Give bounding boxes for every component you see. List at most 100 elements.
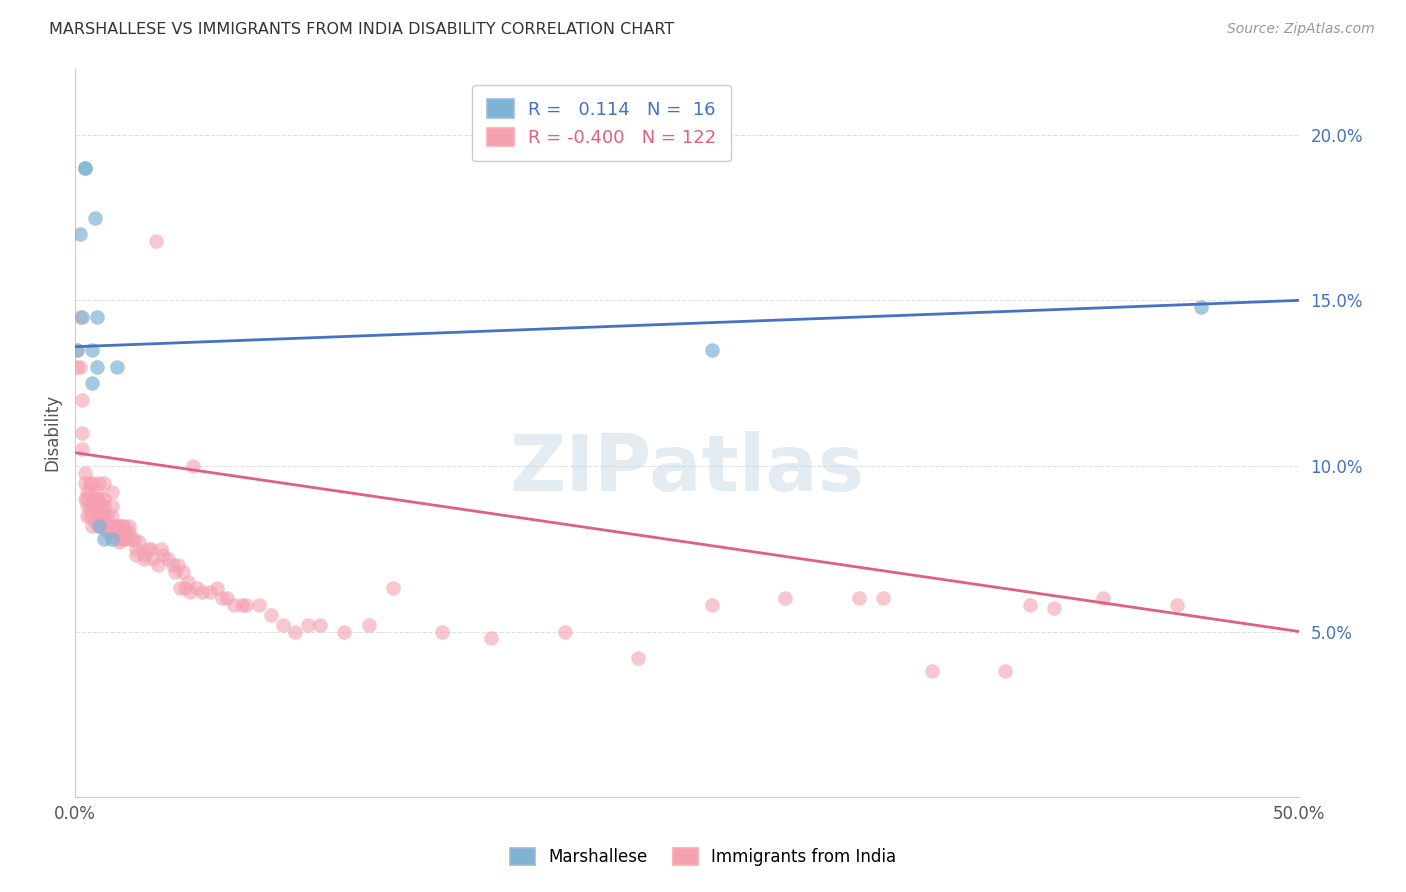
- Point: [91, 499, 114, 513]
- Point: [69, 227, 91, 241]
- Point: [333, 624, 356, 639]
- Point: [700, 598, 723, 612]
- Point: [82, 343, 104, 357]
- Point: [138, 541, 160, 556]
- Point: [86, 491, 108, 506]
- Point: [82, 518, 104, 533]
- Point: [773, 591, 796, 606]
- Point: [72, 442, 94, 457]
- Point: [76, 508, 98, 523]
- Point: [120, 532, 142, 546]
- Point: [66, 343, 89, 357]
- Point: [93, 491, 115, 506]
- Point: [1166, 598, 1188, 612]
- Y-axis label: Disability: Disability: [44, 394, 60, 471]
- Point: [112, 525, 135, 540]
- Point: [79, 499, 101, 513]
- Point: [176, 574, 198, 589]
- Point: [86, 359, 108, 374]
- Point: [96, 518, 118, 533]
- Point: [89, 518, 111, 533]
- Point: [82, 376, 104, 391]
- Point: [284, 624, 307, 639]
- Point: [69, 310, 91, 324]
- Point: [72, 392, 94, 407]
- Point: [357, 618, 380, 632]
- Point: [89, 491, 111, 506]
- Point: [142, 551, 165, 566]
- Point: [76, 485, 98, 500]
- Point: [89, 508, 111, 523]
- Point: [100, 485, 122, 500]
- Point: [1092, 591, 1115, 606]
- Point: [89, 518, 111, 533]
- Point: [105, 532, 128, 546]
- Point: [432, 624, 454, 639]
- Point: [247, 598, 270, 612]
- Point: [128, 535, 150, 549]
- Point: [271, 618, 294, 632]
- Point: [231, 598, 253, 612]
- Point: [82, 499, 104, 513]
- Point: [83, 499, 105, 513]
- Point: [89, 475, 111, 490]
- Point: [122, 532, 145, 546]
- Point: [89, 499, 111, 513]
- Point: [96, 525, 118, 540]
- Text: MARSHALLESE VS IMMIGRANTS FROM INDIA DISABILITY CORRELATION CHART: MARSHALLESE VS IMMIGRANTS FROM INDIA DIS…: [49, 22, 675, 37]
- Text: Source: ZipAtlas.com: Source: ZipAtlas.com: [1227, 22, 1375, 37]
- Point: [73, 466, 96, 480]
- Point: [872, 591, 894, 606]
- Point: [110, 532, 132, 546]
- Point: [73, 475, 96, 490]
- Point: [186, 582, 208, 596]
- Point: [479, 631, 502, 645]
- Point: [76, 499, 98, 513]
- Point: [96, 508, 118, 523]
- Point: [152, 549, 174, 563]
- Point: [105, 359, 128, 374]
- Point: [105, 518, 128, 533]
- Legend: Marshallese, Immigrants from India: Marshallese, Immigrants from India: [503, 841, 903, 873]
- Point: [83, 211, 105, 225]
- Point: [69, 359, 91, 374]
- Point: [79, 485, 101, 500]
- Point: [162, 558, 184, 573]
- Point: [148, 558, 170, 573]
- Point: [91, 508, 114, 523]
- Point: [82, 508, 104, 523]
- Point: [215, 591, 238, 606]
- Point: [1043, 601, 1066, 615]
- Point: [93, 532, 115, 546]
- Point: [66, 343, 89, 357]
- Point: [100, 532, 122, 546]
- Point: [165, 565, 187, 579]
- Point: [82, 475, 104, 490]
- Point: [86, 508, 108, 523]
- Text: ZIPatlas: ZIPatlas: [509, 431, 865, 508]
- Point: [297, 618, 319, 632]
- Point: [108, 535, 131, 549]
- Point: [139, 541, 162, 556]
- Point: [181, 458, 204, 473]
- Point: [83, 515, 105, 529]
- Point: [260, 607, 283, 622]
- Point: [118, 525, 141, 540]
- Point: [110, 518, 132, 533]
- Point: [554, 624, 576, 639]
- Point: [125, 541, 148, 556]
- Point: [191, 584, 214, 599]
- Point: [132, 549, 155, 563]
- Point: [86, 499, 108, 513]
- Point: [112, 518, 135, 533]
- Point: [83, 491, 105, 506]
- Point: [382, 582, 405, 596]
- Point: [1189, 300, 1212, 314]
- Point: [627, 651, 650, 665]
- Point: [66, 359, 89, 374]
- Point: [198, 584, 221, 599]
- Point: [108, 525, 131, 540]
- Point: [93, 499, 115, 513]
- Point: [1019, 598, 1042, 612]
- Point: [93, 475, 115, 490]
